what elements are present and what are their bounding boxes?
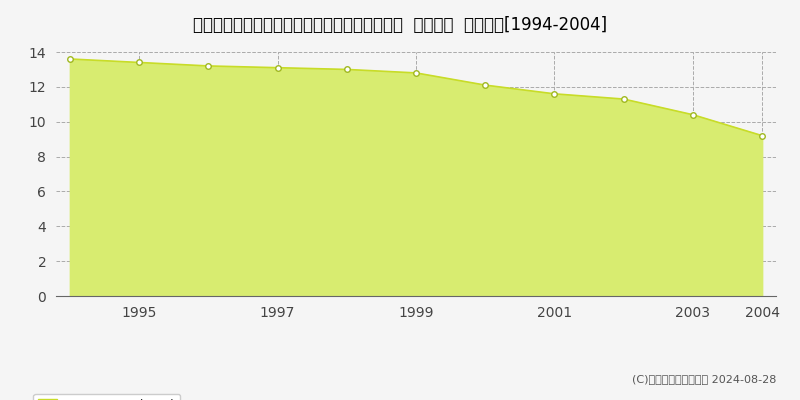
Legend: 地価公示 平均坪単価(万円/坪): 地価公示 平均坪単価(万円/坪) [34, 394, 180, 400]
Text: 埼玉県比企郡川島町大字表字堀内３４７番１外  地価公示  地価推移[1994-2004]: 埼玉県比企郡川島町大字表字堀内３４７番１外 地価公示 地価推移[1994-200… [193, 16, 607, 34]
Text: (C)土地価格ドットコム 2024-08-28: (C)土地価格ドットコム 2024-08-28 [632, 374, 776, 384]
